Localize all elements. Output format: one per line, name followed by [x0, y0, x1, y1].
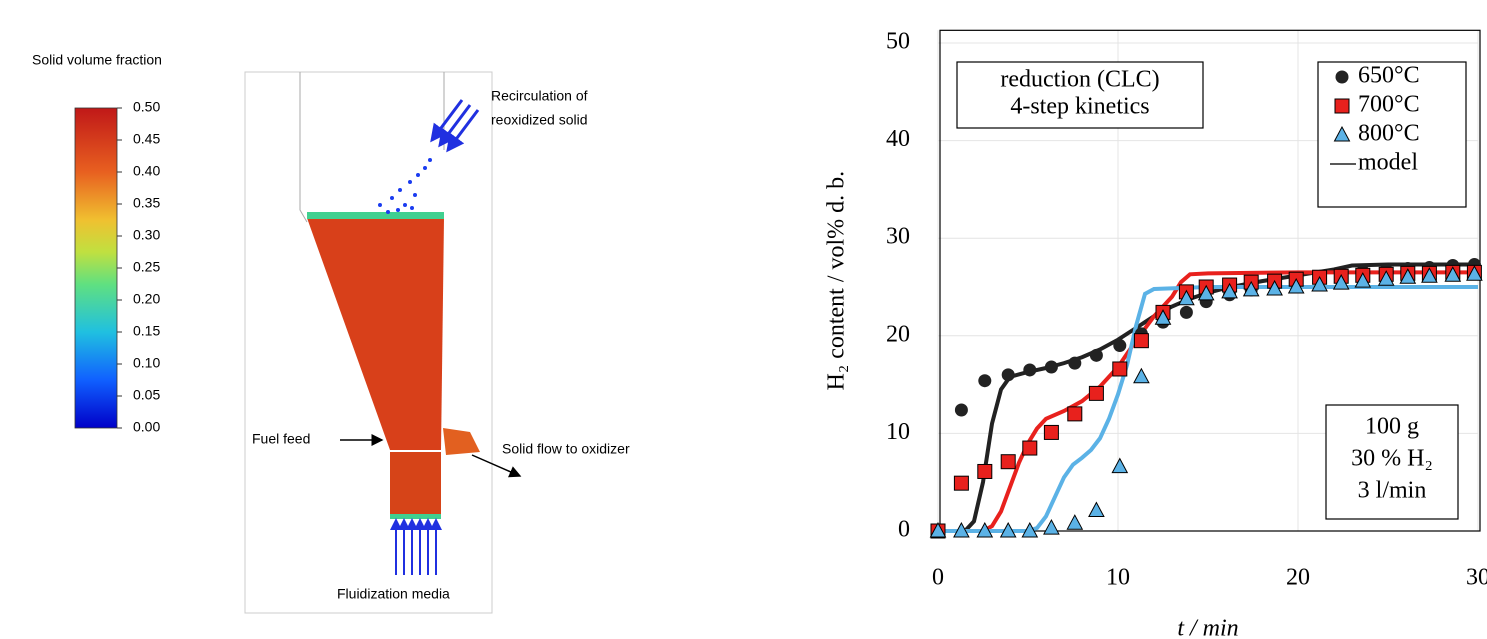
point — [1134, 369, 1149, 383]
point — [978, 374, 991, 387]
point — [1067, 515, 1082, 529]
x-tick-label: 10 — [1106, 565, 1130, 591]
point — [978, 464, 992, 478]
fluidization-arrows — [396, 520, 436, 575]
colorbar-tick-label: 0.40 — [133, 163, 160, 179]
point — [955, 403, 968, 416]
point — [954, 476, 968, 490]
point — [1180, 306, 1193, 319]
colorbar-tick-label: 0.10 — [133, 355, 160, 371]
colorbar-tick-label: 0.00 — [133, 419, 160, 435]
point — [1001, 455, 1015, 469]
inlet-arrows — [432, 100, 478, 150]
point — [1134, 334, 1148, 348]
point — [1023, 441, 1037, 455]
colorbar-tick-label: 0.15 — [133, 323, 160, 339]
point — [1023, 363, 1036, 376]
annotation: Fuel feed — [252, 431, 310, 447]
annotation: Solid flow to oxidizer — [502, 441, 630, 457]
colorbar-tick-label: 0.30 — [133, 227, 160, 243]
point — [1068, 357, 1081, 370]
y-tick-label: 50 — [886, 29, 910, 55]
y-tick-label: 20 — [886, 321, 910, 347]
annotation: 30 % H₂ — [1351, 446, 1433, 472]
annotation: Recirculation of — [491, 88, 588, 104]
outlet-arrow — [472, 455, 520, 476]
legend-swatch — [1335, 99, 1349, 113]
annotation: 4-step kinetics — [1010, 94, 1149, 120]
colorbar-tick-label: 0.35 — [133, 195, 160, 211]
x-tick-label: 20 — [1286, 565, 1310, 591]
y-axis-label: H₂ content / vol% d. b. — [824, 171, 850, 391]
legend-label: model — [1358, 150, 1418, 176]
reactor-bed — [307, 218, 444, 450]
reactor-column — [390, 452, 441, 517]
reactor-wall — [300, 72, 444, 222]
colorbar-tick-label: 0.05 — [133, 387, 160, 403]
y-tick-label: 40 — [886, 126, 910, 152]
bed-surface — [307, 212, 444, 219]
colorbar-tick-label: 0.50 — [133, 99, 160, 115]
annotation: reduction (CLC) — [1000, 67, 1159, 93]
annotation: 100 g — [1365, 414, 1419, 440]
annotation: Fluidization media — [337, 586, 450, 602]
chart: 0 10 20 30 40 50 0 10 20 30 t / min H₂ content / vo… — [824, 29, 1487, 639]
point — [1002, 368, 1015, 381]
colorbar-tick-label: 0.45 — [133, 131, 160, 147]
point — [1113, 362, 1127, 376]
annotation: reoxidized solid — [491, 112, 588, 128]
colorbar-tick-label: 0.25 — [133, 259, 160, 275]
point — [1045, 361, 1058, 374]
legend-label: 650°C — [1358, 63, 1420, 89]
y-tick-label: 0 — [898, 517, 910, 543]
y-tick-label: 10 — [886, 419, 910, 445]
point — [1112, 459, 1127, 473]
figure: Solid volume fraction 0.500.450.400.350.… — [0, 0, 1487, 639]
point — [1089, 386, 1103, 400]
point — [1044, 425, 1058, 439]
x-tick-label: 0 — [932, 565, 944, 591]
legend-label: 700°C — [1358, 92, 1420, 118]
bed-bottom — [390, 514, 441, 519]
reactor-outlet — [443, 428, 480, 455]
x-axis-label: t / min — [1177, 616, 1238, 639]
annotation: 3 l/min — [1358, 478, 1427, 504]
colorbar-tick-label: 0.20 — [133, 291, 160, 307]
point — [1044, 520, 1059, 534]
particles — [378, 158, 432, 214]
colorbar-ticks: 0.50 0.45 0.40 0.35 0.30 0.25 0.20 0.15 0.10 0.05… — [117, 99, 160, 435]
point — [1113, 339, 1126, 352]
colorbar-title: Solid volume fraction — [32, 52, 162, 68]
point — [1068, 407, 1082, 421]
point — [1089, 503, 1104, 517]
y-tick-label: 30 — [886, 224, 910, 250]
legend-label: 800°C — [1358, 121, 1420, 147]
legend-swatch — [1336, 71, 1349, 84]
colorbar — [75, 108, 117, 428]
x-tick-label: 30 — [1466, 565, 1487, 591]
point — [1090, 349, 1103, 362]
